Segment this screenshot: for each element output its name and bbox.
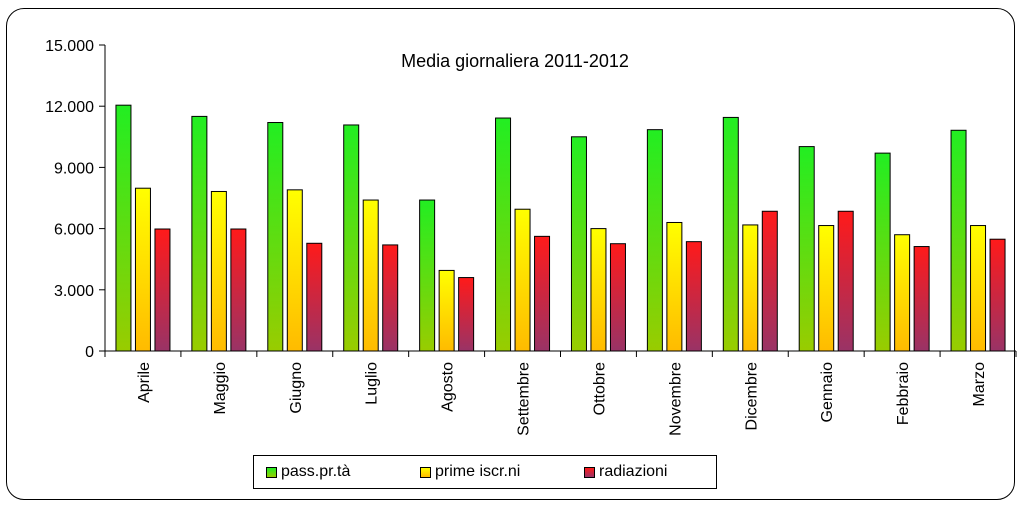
y-tick-label: 6.000 xyxy=(54,222,94,239)
bar-pass-settembre xyxy=(495,117,512,352)
legend-swatch-prime xyxy=(420,466,431,478)
x-tick-label: Gennaio xyxy=(819,362,836,423)
legend-label-radiazioni: radiazioni xyxy=(599,463,668,480)
bar-prime-ottobre xyxy=(590,228,607,352)
bar-radiazioni-gennaio xyxy=(837,210,854,352)
bar-pass-novembre xyxy=(646,129,663,352)
bar-pass-ottobre xyxy=(570,136,587,352)
bar-pass-maggio xyxy=(191,115,208,352)
bar-radiazioni-febbraio xyxy=(913,246,930,352)
bar-prime-dicembre xyxy=(742,224,759,352)
bar-pass-dicembre xyxy=(722,116,739,352)
x-tick-label: Marzo xyxy=(971,362,988,407)
bar-prime-aprile xyxy=(134,187,151,352)
bar-prime-luglio xyxy=(362,199,379,352)
bar-pass-luglio xyxy=(343,124,360,352)
x-tick-label: Novembre xyxy=(667,362,684,436)
y-tick-label: 3.000 xyxy=(54,283,94,300)
x-tick-label: Settembre xyxy=(516,362,533,436)
bar-radiazioni-giugno xyxy=(306,242,323,352)
bar-prime-settembre xyxy=(514,208,531,352)
bar-pass-marzo xyxy=(950,129,967,352)
bar-pass-agosto xyxy=(419,199,436,352)
bar-prime-giugno xyxy=(286,189,303,352)
x-tick-label: Maggio xyxy=(212,362,229,415)
legend-swatch-pass xyxy=(266,466,277,478)
legend-item-radiazioni: radiazioni xyxy=(584,463,667,481)
y-tick-label: 12.000 xyxy=(45,99,94,116)
y-tick-label: 9.000 xyxy=(54,160,94,177)
bar-radiazioni-novembre xyxy=(685,241,702,352)
chart-title: Media giornaliera 2011-2012 xyxy=(401,51,629,71)
bar-prime-novembre xyxy=(666,221,683,352)
bar-prime-maggio xyxy=(210,190,227,352)
bar-radiazioni-aprile xyxy=(154,228,171,352)
x-tick-label: Febbraio xyxy=(895,362,912,425)
bar-prime-gennaio xyxy=(818,225,835,352)
x-tick-label: Ottobre xyxy=(591,362,608,415)
legend-label-prime: prime iscr.ni xyxy=(435,463,521,480)
bar-pass-giugno xyxy=(267,122,284,352)
bar-radiazioni-maggio xyxy=(230,228,247,352)
legend-swatch-radiazioni xyxy=(584,466,595,478)
x-tick-label: Giugno xyxy=(288,362,305,414)
bar-radiazioni-agosto xyxy=(458,277,475,352)
bar-prime-febbraio xyxy=(894,234,911,352)
bar-prime-agosto xyxy=(438,269,455,352)
bar-pass-gennaio xyxy=(798,146,815,352)
bar-radiazioni-dicembre xyxy=(761,210,778,352)
bar-pass-febbraio xyxy=(874,152,891,352)
x-tick-label: Dicembre xyxy=(743,362,760,431)
legend-item-prime: prime iscr.ni xyxy=(420,463,520,481)
legend-label-pass: pass.pr.tà xyxy=(281,463,351,480)
bar-pass-aprile xyxy=(115,104,132,352)
x-axis: Aprile Maggio Giugno Luglio Agosto Settembre O… xyxy=(104,350,1017,436)
bar-radiazioni-settembre xyxy=(534,235,551,352)
x-tick-label: Aprile xyxy=(136,362,153,403)
y-tick-label: 0 xyxy=(85,344,94,361)
bar-radiazioni-luglio xyxy=(382,244,399,352)
bar-prime-marzo xyxy=(970,225,987,352)
bar-radiazioni-ottobre xyxy=(609,243,626,352)
x-tick-label: Luglio xyxy=(364,362,381,405)
bars xyxy=(115,104,1006,352)
x-tick-label: Agosto xyxy=(440,362,457,412)
legend: pass.pr.tà prime iscr.ni radiazioni xyxy=(253,455,717,489)
y-tick-label: 15.000 xyxy=(45,38,94,55)
legend-item-pass: pass.pr.tà xyxy=(266,463,350,481)
bar-radiazioni-marzo xyxy=(989,238,1006,352)
y-axis: 0 3.000 6.000 9.000 12.000 15.000 xyxy=(45,38,106,361)
